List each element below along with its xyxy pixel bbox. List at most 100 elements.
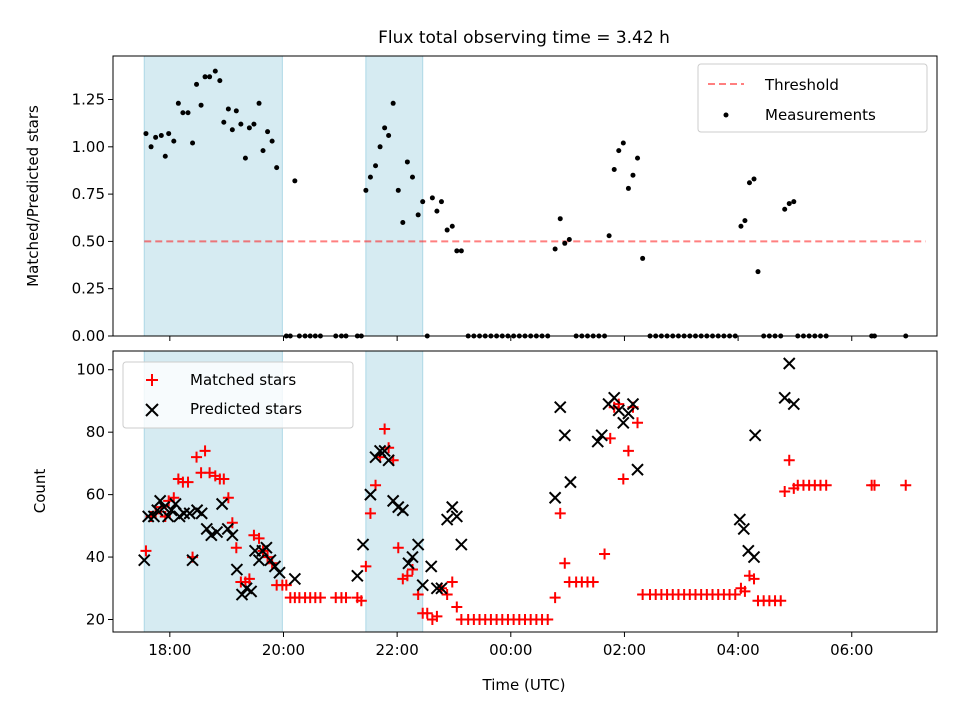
predicted-star-point	[591, 435, 604, 448]
measurement-point	[229, 127, 235, 133]
predicted-star-point	[455, 538, 468, 551]
matched-star-point	[617, 473, 629, 485]
chart-title: Flux total observing time = 3.42 h	[378, 28, 670, 48]
bottom-panel: 20 40 60 80 100 18:00 20:00 22:00 00:00 02:00 04:…	[31, 350, 938, 694]
matched-star-point	[280, 579, 292, 591]
predicted-star-point	[186, 553, 199, 567]
measurement-point	[552, 246, 558, 252]
y-tick-label: 100	[76, 361, 105, 379]
bottom-predicted-points	[138, 357, 801, 601]
predicted-star-point	[369, 450, 382, 464]
top-axes-frame	[112, 55, 938, 337]
measurement-point	[738, 223, 744, 229]
predicted-star-point	[244, 585, 258, 598]
legend-matched-label: Matched stars	[190, 371, 296, 389]
matched-star-point	[199, 445, 211, 457]
matched-star-point	[230, 542, 242, 554]
matched-star-point	[622, 445, 634, 457]
bottom-axes-frame	[112, 350, 938, 633]
measurement-point	[386, 132, 392, 138]
predicted-star-point	[558, 429, 571, 442]
measurement-point	[640, 255, 646, 261]
y-tick-label: 0.50	[72, 232, 105, 250]
predicted-star-point	[548, 491, 562, 504]
matched-star-point	[355, 595, 367, 607]
predicted-star-point	[617, 416, 630, 430]
measurement-point	[755, 269, 761, 275]
measurement-point	[782, 206, 788, 212]
top-xticks	[169, 336, 853, 341]
matched-star-point	[900, 479, 912, 491]
measurement-point	[420, 199, 426, 205]
top-panel: 0.00 0.25 0.50 0.75 1.00 1.25 Matched/Predict…	[24, 55, 938, 345]
bottom-matched-points	[140, 398, 912, 626]
predicted-star-point	[230, 563, 244, 576]
shaded-span	[143, 55, 283, 337]
predicted-star-point	[564, 475, 577, 489]
predicted-star-point	[138, 553, 151, 567]
measurement-point	[212, 68, 218, 74]
legend-measurements-label: Measurements	[765, 106, 876, 124]
measurement-point	[557, 216, 563, 222]
matched-star-point	[748, 573, 760, 585]
measurement-point	[415, 212, 421, 218]
matched-star-point	[868, 479, 880, 491]
x-tick-label: 06:00	[830, 641, 873, 659]
top-legend: Threshold Measurements	[697, 63, 928, 133]
legend-predicted-label: Predicted stars	[190, 400, 302, 418]
predicted-star-point	[748, 429, 762, 442]
measurement-point	[373, 163, 379, 169]
x-tick-label: 04:00	[716, 641, 759, 659]
measurement-point	[616, 148, 622, 154]
measurement-point	[438, 199, 444, 205]
measurement-point	[791, 199, 797, 205]
matched-star-point	[820, 479, 832, 491]
matched-star-point	[226, 517, 238, 529]
predicted-star-point	[608, 391, 621, 405]
top-spans	[143, 55, 424, 337]
matched-star-point	[559, 557, 571, 569]
measurement-point	[148, 144, 154, 150]
measurement-point	[260, 148, 266, 154]
measurement-point	[363, 187, 369, 193]
matched-star-point	[739, 585, 751, 597]
predicted-star-point	[783, 357, 796, 370]
measurement-point	[158, 132, 164, 138]
measurement-point	[444, 227, 450, 233]
predicted-star-point	[226, 529, 239, 542]
top-yticks: 0.00 0.25 0.50 0.75 1.00 1.25	[72, 91, 113, 345]
measurement-point	[190, 140, 196, 146]
bottom-ylabel: Count	[31, 469, 49, 514]
y-tick-label: 80	[86, 423, 105, 441]
matched-star-point	[542, 614, 554, 626]
y-tick-label: 0.00	[72, 327, 105, 345]
y-tick-label: 60	[86, 486, 105, 504]
matched-star-point	[554, 507, 566, 519]
matched-star-point	[446, 576, 458, 588]
matched-star-point	[613, 398, 625, 410]
matched-star-point	[632, 417, 644, 429]
measurement-point	[238, 121, 244, 127]
measurement-point	[265, 129, 271, 135]
predicted-star-point	[205, 529, 218, 542]
predicted-star-point	[737, 522, 750, 536]
measurement-point	[400, 219, 406, 225]
measurement-point	[606, 233, 612, 239]
matched-star-point	[364, 507, 376, 519]
predicted-star-point	[425, 560, 438, 573]
matched-star-point	[191, 451, 203, 463]
y-tick-label: 0.75	[72, 185, 105, 203]
top-ylabel: Matched/Predicted stars	[24, 105, 42, 287]
measurement-point	[454, 248, 460, 254]
predicted-star-point	[416, 578, 429, 592]
measurement-point	[751, 176, 757, 182]
measurement-point	[162, 153, 168, 159]
predicted-star-point	[450, 510, 464, 523]
predicted-star-point	[210, 525, 224, 539]
measurement-point	[153, 134, 159, 140]
matched-star-point	[779, 486, 791, 497]
measurement-point	[434, 208, 440, 214]
matched-star-point	[604, 432, 616, 444]
predicted-star-point	[631, 463, 644, 476]
